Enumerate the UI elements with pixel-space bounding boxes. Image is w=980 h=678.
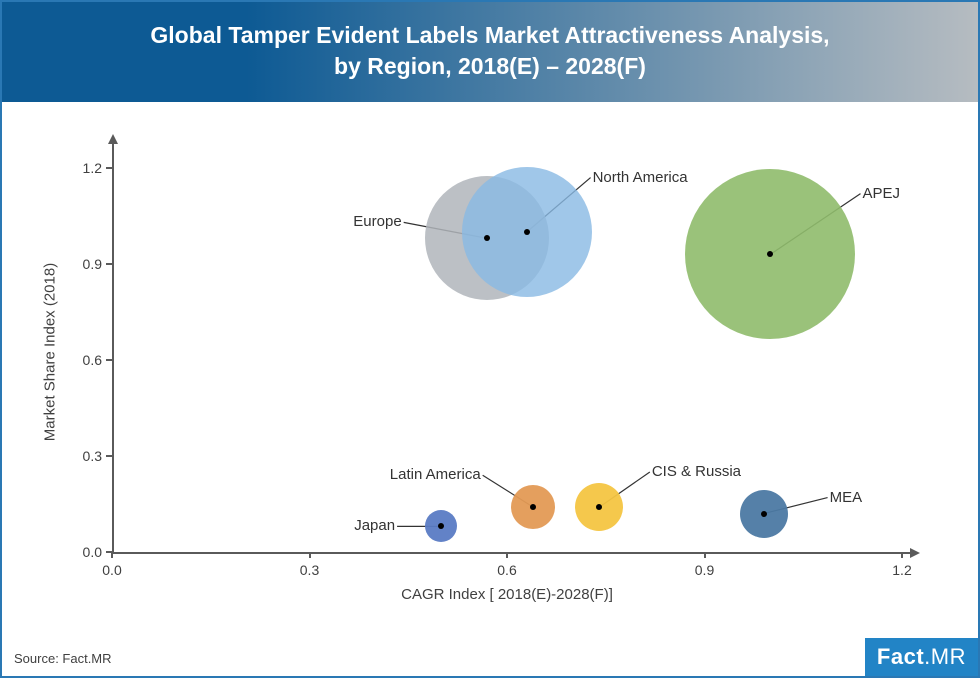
x-tick	[506, 552, 508, 558]
x-axis	[112, 552, 912, 554]
chart-title: Global Tamper Evident Labels Market Attr…	[22, 20, 958, 82]
brand-text-2: .MR	[924, 644, 966, 669]
y-tick-label: 0.0	[62, 544, 102, 560]
y-tick	[106, 455, 112, 457]
bubble-label: Latin America	[390, 466, 481, 483]
x-tick-label: 0.6	[497, 562, 516, 578]
bubble-label: MEA	[830, 489, 863, 506]
brand-text-1: Fact	[877, 644, 924, 669]
x-axis-label: CAGR Index [ 2018(E)-2028(F)]	[401, 586, 613, 603]
x-axis-arrow	[910, 548, 920, 558]
bubble-center-dot	[761, 511, 767, 517]
y-axis-arrow	[108, 134, 118, 144]
x-tick	[901, 552, 903, 558]
bubble-center-dot	[438, 523, 444, 529]
x-tick	[704, 552, 706, 558]
bubble-chart: 0.00.30.60.91.20.00.30.60.91.2CAGR Index…	[92, 132, 922, 572]
bubble-center-dot	[524, 229, 530, 235]
title-line-2: by Region, 2018(E) – 2028(F)	[334, 53, 646, 79]
y-tick	[106, 359, 112, 361]
bubble-label: APEJ	[863, 185, 901, 202]
bubble-center-dot	[530, 504, 536, 510]
y-tick-label: 0.6	[62, 352, 102, 368]
bubble-label: North America	[593, 169, 688, 186]
x-tick-label: 1.2	[892, 562, 911, 578]
bubble-center-dot	[484, 235, 490, 241]
y-tick-label: 0.9	[62, 256, 102, 272]
title-line-1: Global Tamper Evident Labels Market Attr…	[150, 22, 829, 48]
x-tick-label: 0.9	[695, 562, 714, 578]
bubble-label: Japan	[354, 517, 395, 534]
bubble-center-dot	[767, 251, 773, 257]
y-tick-label: 1.2	[62, 160, 102, 176]
bubble-center-dot	[596, 504, 602, 510]
brand-logo: Fact.MR	[865, 638, 978, 676]
y-axis	[112, 142, 114, 552]
bubble-label: CIS & Russia	[652, 463, 741, 480]
y-axis-label: Market Share Index (2018)	[42, 263, 59, 441]
x-tick-label: 0.0	[102, 562, 121, 578]
y-tick	[106, 263, 112, 265]
source-text: Source: Fact.MR	[14, 651, 112, 666]
y-tick	[106, 167, 112, 169]
bubble-label: Europe	[353, 213, 401, 230]
y-tick	[106, 551, 112, 553]
chart-header: Global Tamper Evident Labels Market Attr…	[2, 2, 978, 102]
y-tick-label: 0.3	[62, 448, 102, 464]
x-tick	[309, 552, 311, 558]
x-tick-label: 0.3	[300, 562, 319, 578]
